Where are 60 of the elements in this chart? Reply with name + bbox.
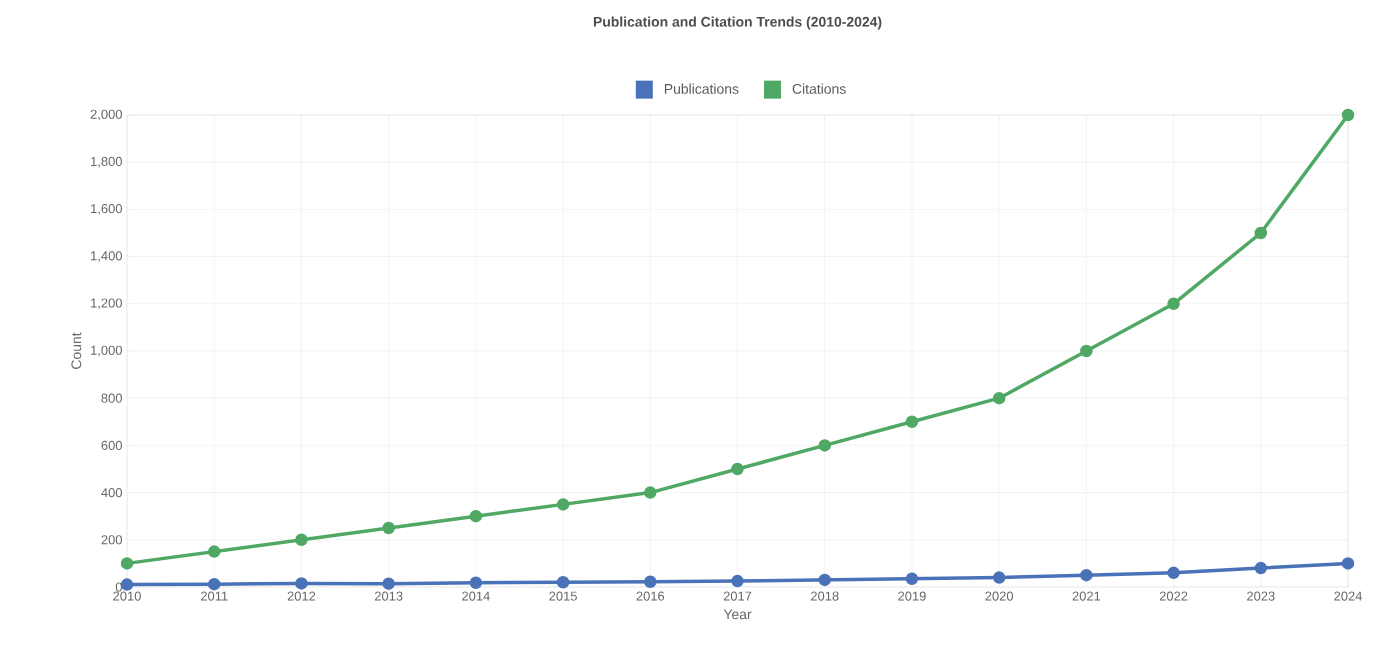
x-tick-label: 2023: [1247, 591, 1275, 601]
point: [120, 557, 134, 570]
point: [992, 571, 1006, 584]
x-tick-label: 2020: [985, 591, 1014, 601]
y-tick-label: 600: [101, 440, 122, 450]
y-tick-label: 400: [101, 488, 122, 498]
point: [556, 498, 570, 511]
x-axis-title: Year: [723, 609, 752, 620]
y-tick-label: 1,400: [91, 251, 122, 262]
y-tick-label: 200: [101, 535, 122, 545]
point: [207, 577, 221, 591]
x-tick-label: 2021: [1072, 591, 1101, 601]
point: [1080, 568, 1093, 582]
y-tick-label: 1,200: [91, 298, 122, 310]
point: [905, 572, 919, 585]
point: [120, 578, 134, 591]
x-tick-label: 2019: [898, 591, 926, 601]
point: [1167, 566, 1180, 580]
x-tick-label: 2016: [636, 591, 665, 601]
y-tick-label: 1,800: [91, 156, 122, 168]
point: [731, 574, 744, 588]
point: [1167, 297, 1180, 311]
y-axis-title: Count: [71, 332, 82, 369]
legend-label: Publications: [664, 83, 739, 94]
legend-label: Citations: [792, 83, 846, 94]
chart-title: Publication and Citation Trends (2010-2024): [593, 16, 882, 30]
point: [382, 521, 395, 535]
point: [207, 545, 221, 558]
x-tick-label: 2015: [549, 591, 577, 601]
x-tick-label: 2024: [1334, 591, 1363, 601]
y-tick-label: 1,000: [91, 345, 122, 357]
y-tick-label: 2,000: [90, 109, 122, 121]
point: [295, 533, 308, 547]
y-tick-label: 800: [101, 393, 122, 403]
point: [992, 391, 1006, 405]
point: [469, 509, 483, 523]
point: [382, 577, 395, 590]
point: [1254, 561, 1268, 575]
point: [469, 576, 483, 589]
point: [1341, 557, 1355, 570]
x-tick-label: 2010: [113, 591, 141, 601]
point: [731, 462, 744, 476]
x-tick-label: 2011: [200, 591, 228, 601]
point: [1080, 344, 1093, 358]
point: [1254, 226, 1268, 240]
point: [818, 573, 831, 587]
x-tick-label: 2013: [374, 591, 403, 601]
point: [1341, 108, 1355, 122]
point: [644, 575, 657, 589]
x-tick-label: 2022: [1159, 591, 1188, 601]
point: [295, 577, 308, 590]
x-tick-label: 2014: [462, 591, 490, 601]
y-tick-label: 1,600: [91, 204, 122, 215]
x-tick-label: 2012: [287, 591, 316, 601]
x-tick-label: 2017: [723, 591, 752, 601]
point: [818, 439, 831, 452]
point: [644, 486, 657, 499]
x-tick-label: 2018: [810, 591, 839, 601]
point: [556, 576, 570, 589]
point: [905, 415, 919, 429]
